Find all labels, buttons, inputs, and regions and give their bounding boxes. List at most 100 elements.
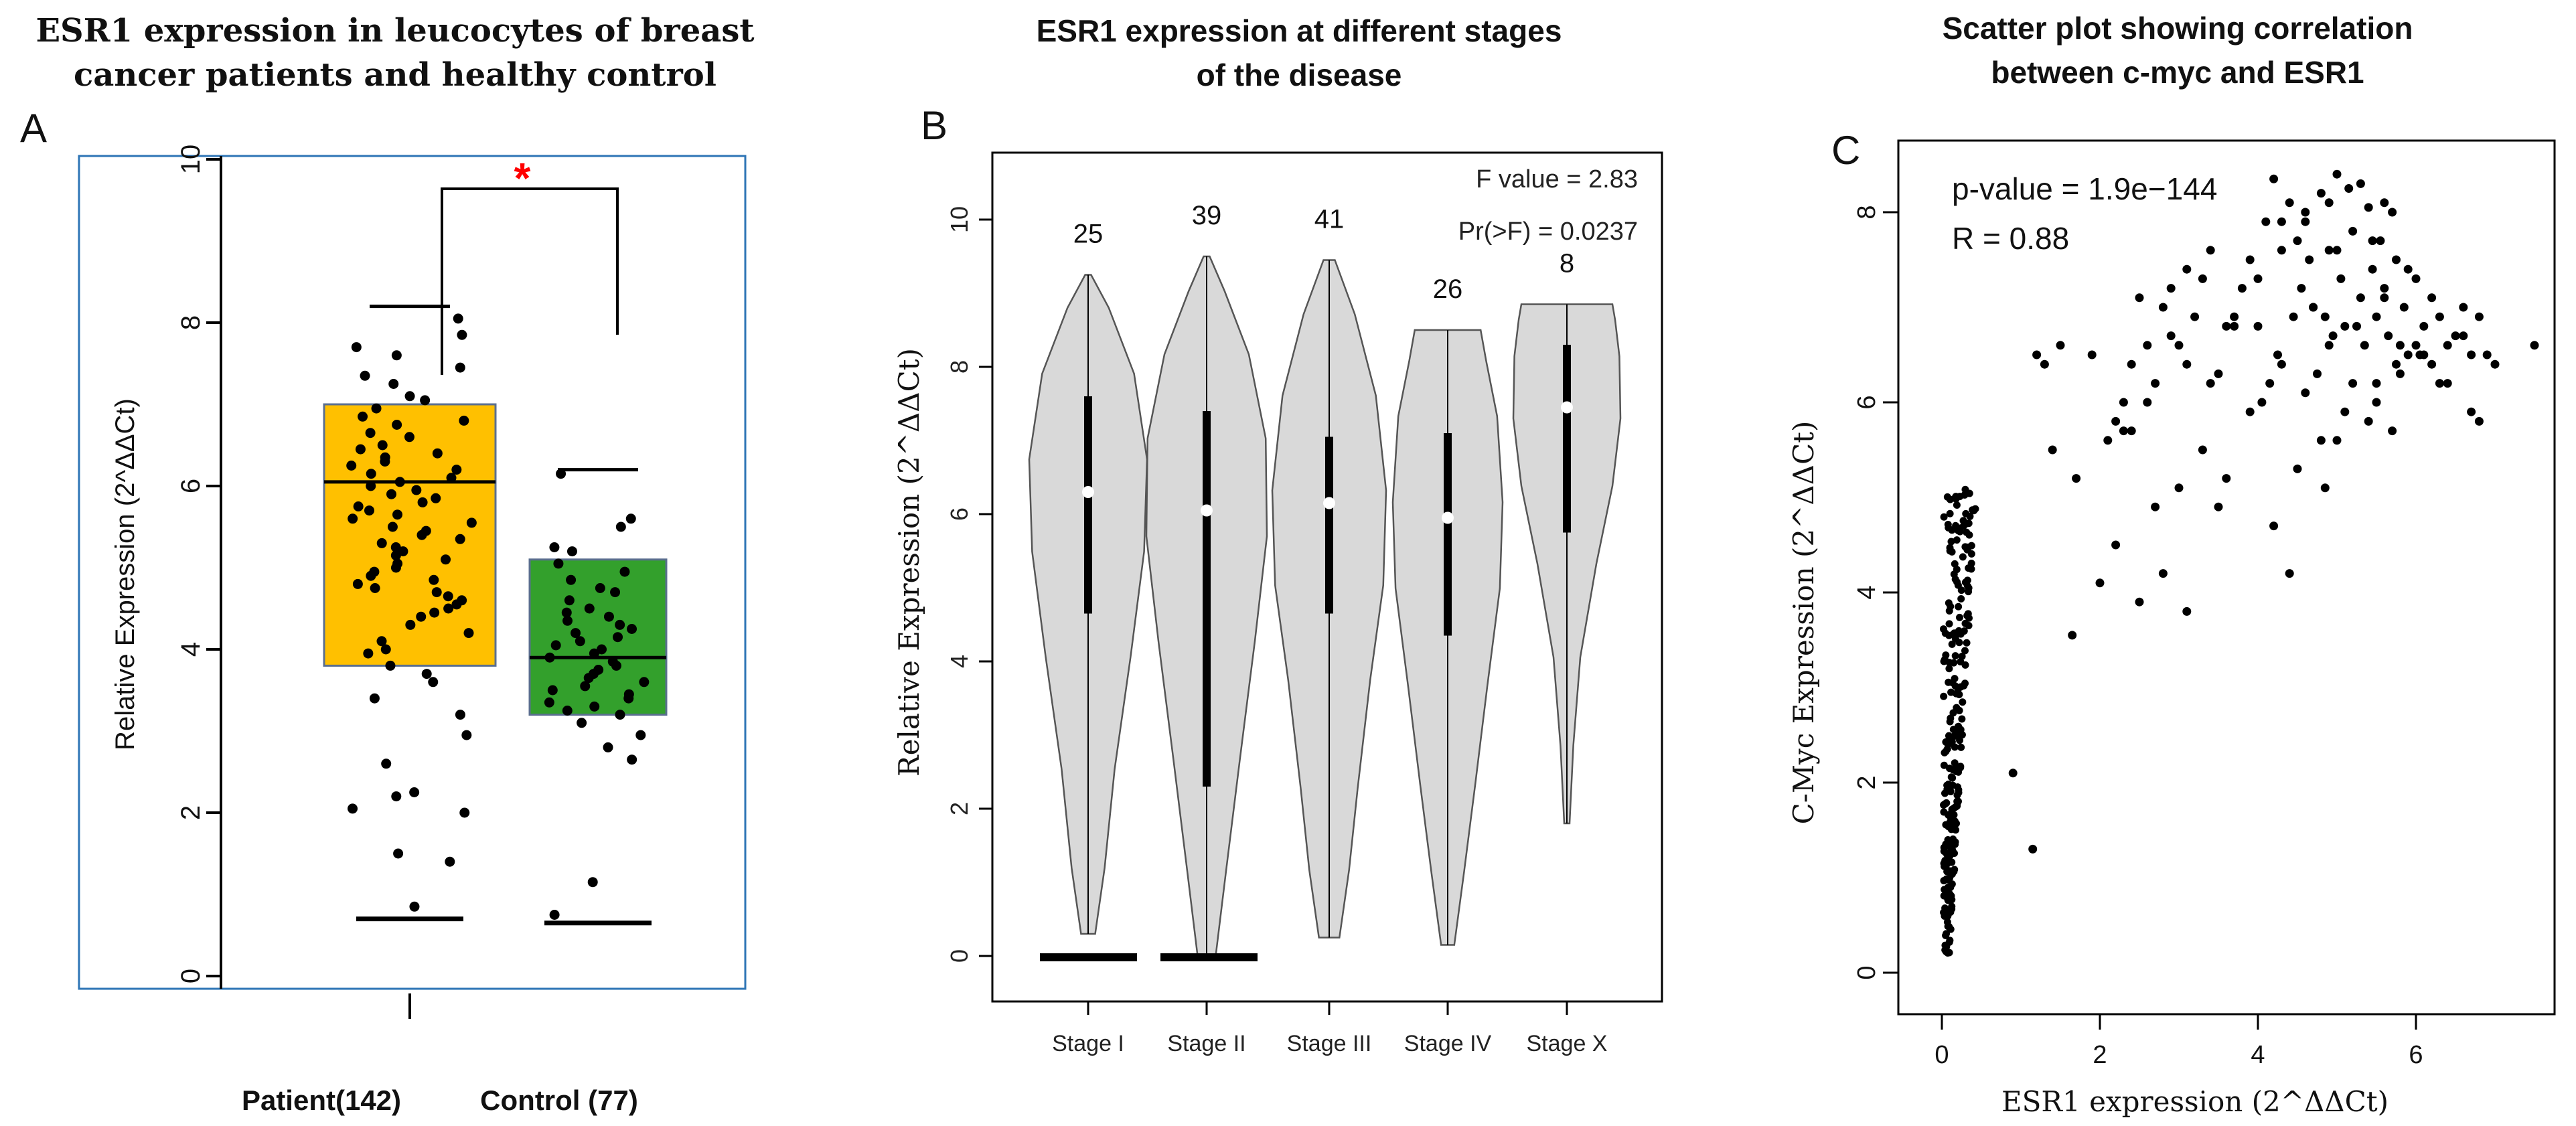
data-point xyxy=(566,546,577,557)
scatter-point-dense xyxy=(1943,918,1951,926)
scatter-point xyxy=(2316,189,2326,198)
scatter-point xyxy=(2158,303,2168,312)
scatter-point-dense xyxy=(1946,894,1954,902)
data-point xyxy=(380,644,391,655)
data-point xyxy=(385,660,396,671)
scatter-point-dense xyxy=(1949,846,1957,854)
data-point xyxy=(348,513,358,524)
scatter-point-dense xyxy=(1943,930,1951,938)
scatter-point xyxy=(2230,312,2239,321)
scatter-point-dense xyxy=(1965,543,1973,551)
scatter-point xyxy=(2056,341,2065,350)
panel-c-xlabel: ESR1 expression (2^ΔΔCt) xyxy=(2001,1085,2389,1118)
data-point xyxy=(370,583,380,593)
scatter-point-dense xyxy=(1953,578,1961,586)
y-tick-label: 0 xyxy=(1853,965,1881,979)
data-point xyxy=(619,566,630,577)
data-point xyxy=(441,554,451,565)
scatter-point xyxy=(2305,255,2314,264)
scatter-point-dense xyxy=(1946,544,1954,552)
scatter-point xyxy=(2265,379,2275,388)
scatter-point xyxy=(2301,388,2310,398)
scatter-point-dense xyxy=(1965,588,1973,596)
scatter-point xyxy=(2151,502,2160,511)
scatter-point xyxy=(2182,264,2192,274)
data-point xyxy=(404,391,415,402)
panel-c-title-line-2: between c-myc and ESR1 xyxy=(1991,55,2364,90)
data-point xyxy=(547,685,558,696)
scatter-point-dense xyxy=(1961,647,1969,655)
scatter-point xyxy=(2151,379,2160,388)
x-tick-label: 4 xyxy=(2251,1041,2265,1069)
scatter-point xyxy=(2427,293,2437,303)
scatter-point-dense xyxy=(1940,761,1948,769)
data-point xyxy=(380,456,390,467)
data-point xyxy=(610,587,621,598)
scatter-point-dense xyxy=(1959,553,1967,561)
scatter-point xyxy=(2032,350,2042,359)
scatter-point xyxy=(2214,502,2223,511)
panel-b-violins: 25 Stage I 39 Stage II 41 Stage III 26 Stage IV… xyxy=(1028,201,1622,1056)
data-point xyxy=(445,856,455,867)
scatter-point xyxy=(2360,341,2369,350)
scatter-point xyxy=(2297,284,2306,293)
scatter-point xyxy=(2222,321,2231,331)
scatter-point xyxy=(2182,607,2192,616)
scatter-point-dense xyxy=(1950,822,1958,830)
scatter-point-dense xyxy=(1946,509,1954,517)
zero-bar-stage-2 xyxy=(1160,953,1258,961)
scatter-point-dense xyxy=(1963,576,1971,584)
scatter-point xyxy=(2095,578,2105,588)
y-tick-label: 8 xyxy=(176,315,206,330)
data-point xyxy=(416,611,427,622)
data-point xyxy=(549,542,560,552)
box-patient xyxy=(323,305,497,922)
scatter-point xyxy=(2048,445,2057,455)
violin-iqr xyxy=(1084,396,1092,614)
data-point xyxy=(550,640,561,651)
scatter-point-dense xyxy=(1960,681,1968,690)
data-point xyxy=(603,742,613,752)
scatter-point xyxy=(2392,359,2401,369)
data-point xyxy=(627,754,637,765)
data-point xyxy=(364,505,374,516)
scatter-point xyxy=(2127,426,2136,436)
scatter-point xyxy=(2174,483,2184,493)
scatter-point xyxy=(2340,321,2350,331)
scatter-point-dense xyxy=(1967,550,1975,558)
data-point xyxy=(639,677,650,688)
panel-b-title-line-2: of the disease xyxy=(1197,58,1402,92)
data-point xyxy=(377,440,388,451)
violin-count-label: 26 xyxy=(1433,274,1463,304)
scatter-point-dense xyxy=(1942,948,1950,956)
scatter-point-dense xyxy=(1947,688,1955,696)
data-point xyxy=(429,574,439,585)
violin-5: 8 Stage X xyxy=(1512,249,1622,1056)
scatter-point xyxy=(2380,284,2389,293)
scatter-point-dense xyxy=(1945,620,1953,628)
scatter-point xyxy=(2008,769,2018,778)
scatter-point xyxy=(2277,359,2286,369)
panel-b-label: B xyxy=(921,103,948,148)
data-point xyxy=(595,583,605,593)
scatter-point xyxy=(2273,350,2282,359)
data-point xyxy=(556,469,566,479)
data-point xyxy=(386,489,396,499)
y-tick-label: 8 xyxy=(1853,205,1881,219)
panel-a-groups xyxy=(323,305,668,926)
scatter-point xyxy=(2372,379,2381,388)
scatter-point xyxy=(2435,379,2444,388)
x-tick-label: 0 xyxy=(1935,1041,1949,1069)
scatter-point-dense xyxy=(1951,743,1959,751)
scatter-point xyxy=(2316,436,2326,445)
violin-median xyxy=(1561,401,1573,414)
x-tick-label: Stage I xyxy=(1052,1031,1124,1056)
data-point xyxy=(353,501,364,511)
scatter-point xyxy=(2364,416,2373,426)
scatter-point xyxy=(2166,284,2176,293)
scatter-point xyxy=(2301,217,2310,226)
scatter-point-dense xyxy=(1955,613,1963,621)
scatter-point xyxy=(2174,341,2184,350)
scatter-point xyxy=(2230,321,2239,331)
